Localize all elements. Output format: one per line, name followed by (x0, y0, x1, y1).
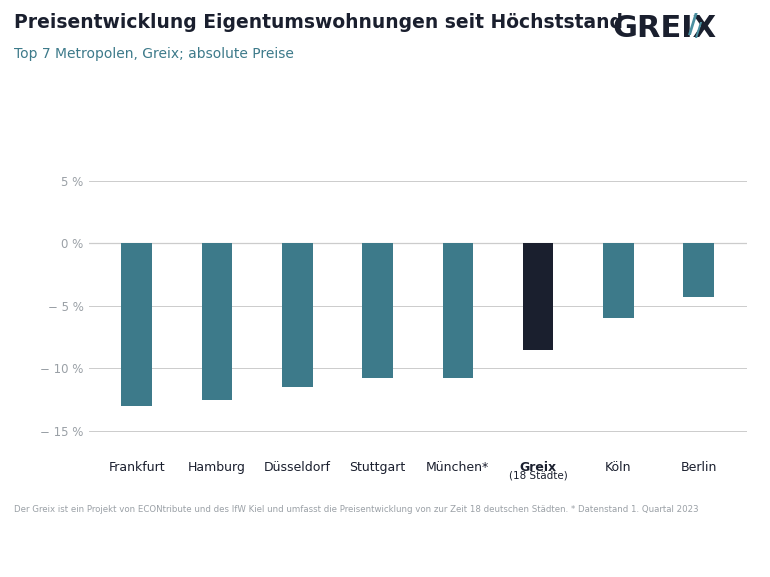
Text: (18 Städte): (18 Städte) (509, 471, 567, 481)
Bar (363, 243, 393, 379)
Bar (684, 243, 714, 297)
Text: » 2. Quartal 2023, Stand: 03.08.2023: » 2. Quartal 2023, Stand: 03.08.2023 (14, 549, 248, 562)
Bar (603, 243, 634, 319)
Text: Der Greix ist ein Projekt von ECONtribute und des IfW Kiel und umfasst die Preis: Der Greix ist ein Projekt von ECONtribut… (14, 505, 698, 514)
Text: /: / (695, 21, 702, 40)
Bar (202, 243, 233, 400)
Text: /: / (688, 13, 698, 39)
Text: » greix.de: » greix.de (693, 549, 756, 562)
Bar (443, 243, 473, 379)
Text: Top 7 Metropolen, Greix; absolute Preise: Top 7 Metropolen, Greix; absolute Preise (14, 47, 293, 61)
Bar (122, 243, 152, 406)
Bar (523, 243, 554, 350)
Text: GREIX: GREIX (612, 14, 716, 43)
Text: Preisentwicklung Eigentumswohnungen seit Höchststand: Preisentwicklung Eigentumswohnungen seit… (14, 13, 623, 32)
Bar (282, 243, 313, 387)
